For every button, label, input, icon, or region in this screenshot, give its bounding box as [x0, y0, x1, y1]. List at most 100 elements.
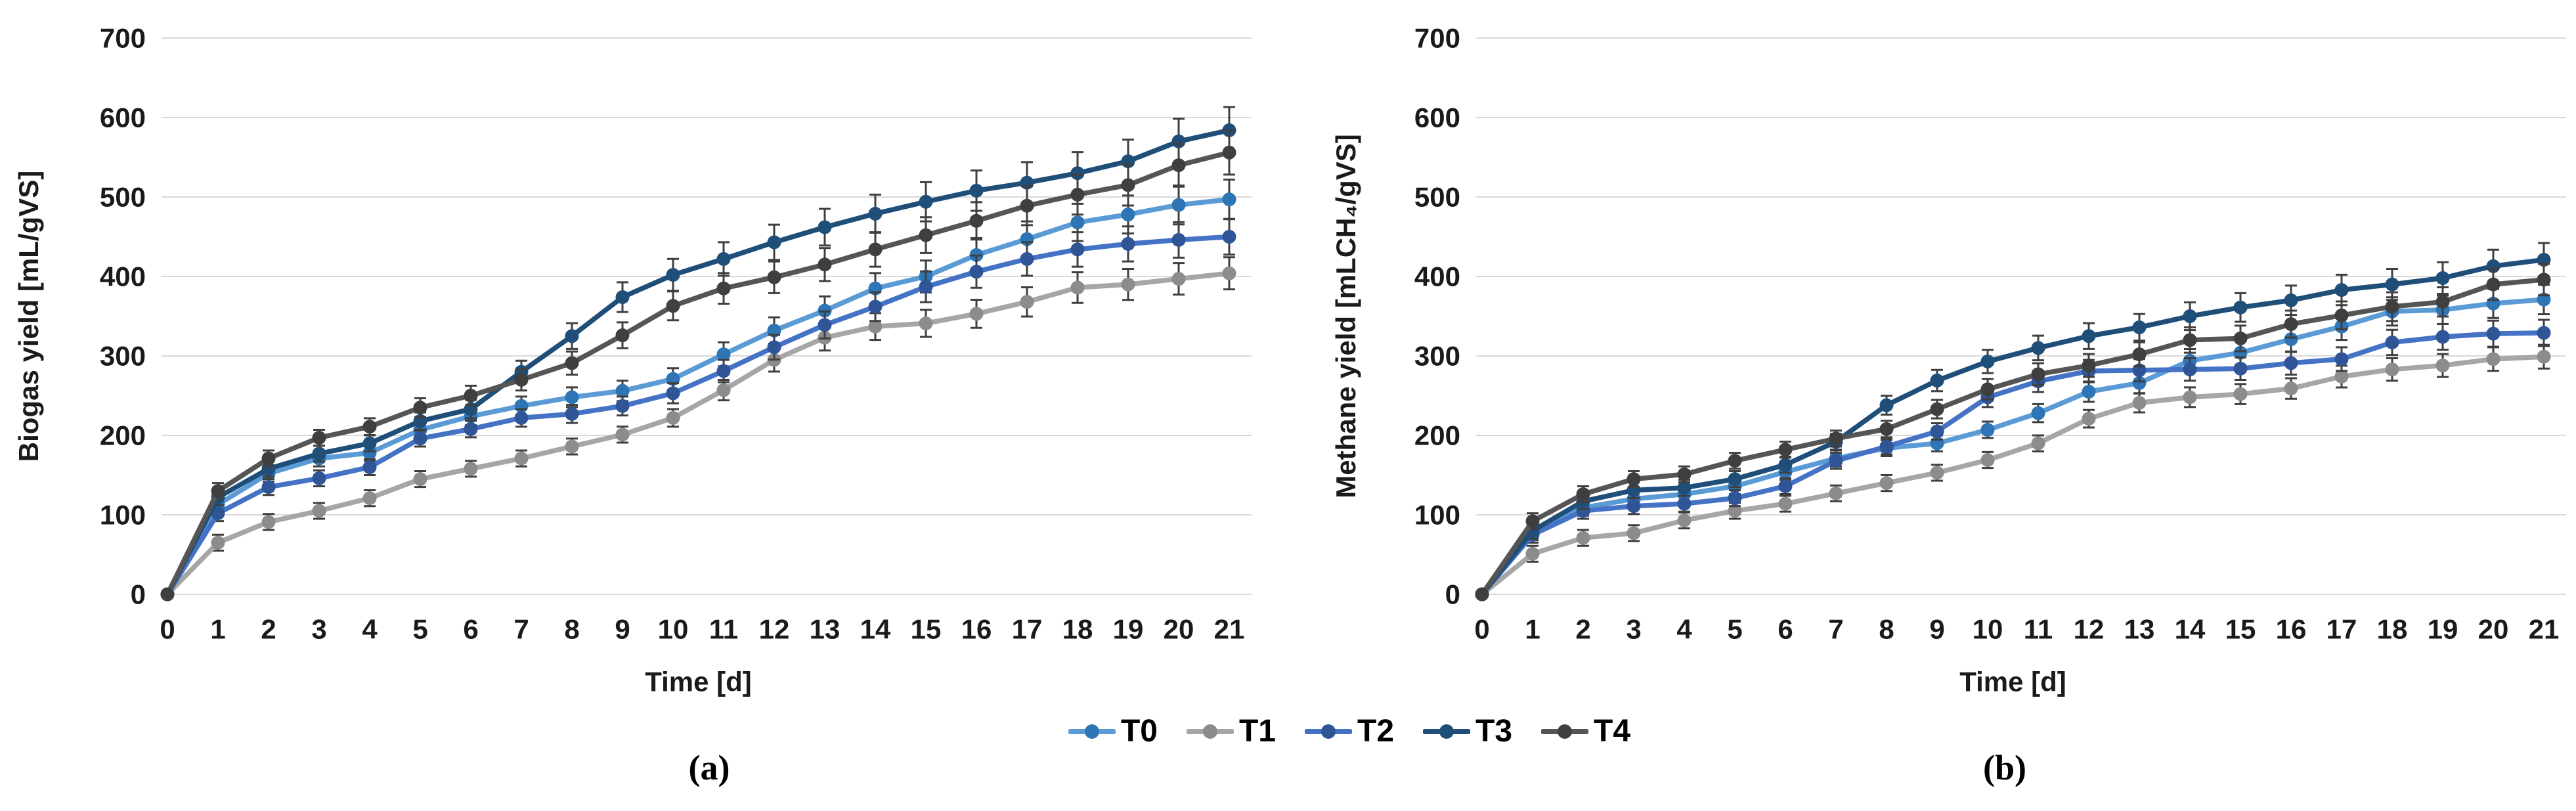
x-tick-label: 16	[2276, 614, 2307, 645]
data-point-T1	[261, 515, 276, 529]
data-point-T4	[818, 257, 832, 272]
data-point-T3	[767, 235, 781, 250]
y-tick-label: 400	[100, 261, 146, 292]
data-point-T4	[2082, 359, 2096, 373]
data-point-T2	[362, 460, 377, 474]
data-point-T1	[666, 410, 680, 425]
series-T1	[160, 256, 1236, 602]
data-point-T4	[1525, 514, 1540, 529]
data-point-T4	[2132, 347, 2147, 362]
data-point-T3	[1171, 134, 1186, 148]
data-point-T0	[1070, 215, 1085, 230]
series-line-T1	[165, 271, 1232, 597]
data-point-T4	[2284, 317, 2298, 332]
data-point-T1	[1626, 526, 1641, 540]
x-tick-label: 2	[1575, 614, 1590, 645]
data-point-T4	[1930, 402, 1944, 416]
data-point-T1	[362, 491, 377, 506]
data-point-T3	[1879, 398, 1894, 412]
data-point-T4	[969, 213, 984, 228]
data-point-T1	[1829, 486, 1843, 500]
data-point-T3	[919, 194, 933, 209]
x-axis-title: Time [d]	[645, 667, 752, 697]
data-point-T4	[2334, 308, 2349, 322]
x-tick-label: 11	[2024, 614, 2053, 645]
data-point-T0	[565, 390, 579, 405]
data-point-T2	[767, 340, 781, 355]
data-point-T2	[818, 318, 832, 332]
x-tick-label: 16	[961, 614, 992, 645]
data-point-T2	[2435, 330, 2450, 344]
x-tick-label: 6	[463, 614, 478, 645]
data-point-T2	[413, 431, 427, 446]
series-T1	[1475, 343, 2551, 602]
data-point-T1	[919, 316, 933, 330]
x-tick-label: 11	[709, 614, 738, 645]
data-point-T2	[615, 399, 630, 413]
x-tick-label: 17	[2326, 614, 2357, 645]
data-point-T3	[1728, 472, 1742, 487]
data-point-T2	[1070, 242, 1085, 257]
data-point-T1	[1525, 546, 1540, 561]
data-point-T1	[2334, 369, 2349, 384]
x-tick-label: 18	[1062, 614, 1093, 645]
series-T3	[160, 106, 1236, 602]
data-point-T2	[1020, 252, 1034, 266]
legend-marker-T1-icon	[1186, 724, 1234, 739]
data-point-T1	[1070, 280, 1085, 295]
data-point-T0	[2132, 376, 2147, 390]
data-point-T2	[716, 364, 731, 378]
data-point-T2	[1778, 479, 1793, 493]
data-point-T3	[666, 268, 680, 282]
series-line-T2	[1479, 330, 2546, 597]
data-point-T1	[2284, 382, 2298, 396]
data-point-T2	[969, 265, 984, 279]
data-point-T3	[2334, 283, 2349, 297]
x-tick-label: 9	[615, 614, 630, 645]
data-point-T0	[716, 347, 731, 362]
data-point-T1	[1677, 513, 1692, 527]
data-point-T2	[2486, 326, 2500, 341]
x-tick-label: 10	[658, 614, 689, 645]
data-point-T3	[362, 436, 377, 450]
data-point-T2	[1879, 439, 1894, 454]
y-tick-label: 500	[1414, 182, 1460, 213]
x-tick-label: 4	[362, 614, 378, 645]
data-point-T0	[2284, 332, 2298, 347]
data-point-T2	[1576, 504, 1590, 518]
data-point-T1	[565, 439, 579, 454]
data-point-T1	[1020, 295, 1034, 309]
series-T0	[1475, 284, 2551, 602]
y-tick-label: 200	[100, 420, 146, 451]
data-point-T2	[1728, 491, 1742, 506]
x-tick-label: 21	[1214, 614, 1245, 645]
data-point-T2	[2334, 352, 2349, 366]
x-tick-label: 5	[1727, 614, 1742, 645]
data-point-T3	[312, 447, 326, 461]
legend-item-T0: T0	[1068, 713, 1158, 749]
data-point-T4	[1626, 472, 1641, 487]
data-point-T1	[413, 472, 427, 487]
data-point-T1	[211, 535, 225, 550]
data-point-T1	[312, 504, 326, 518]
x-tick-label: 13	[810, 614, 840, 645]
x-tick-label: 1	[210, 614, 225, 645]
data-point-T1	[2435, 359, 2450, 373]
legend-item-T1: T1	[1186, 713, 1276, 749]
data-point-T4	[716, 281, 731, 296]
data-point-T2	[514, 410, 529, 425]
data-point-T1	[1576, 531, 1590, 545]
x-tick-label: 18	[2377, 614, 2408, 645]
y-tick-label: 0	[1445, 579, 1460, 610]
data-point-T4	[565, 356, 579, 370]
x-tick-label: 6	[1778, 614, 1793, 645]
data-point-T2	[1222, 230, 1236, 244]
data-point-T2	[2183, 362, 2197, 377]
data-point-T1	[2082, 412, 2096, 426]
data-point-T3	[1677, 481, 1692, 495]
x-tick-label: 15	[2225, 614, 2256, 645]
data-point-T2	[1121, 236, 1135, 251]
data-point-T0	[2082, 384, 2096, 399]
data-point-T1	[1930, 466, 1944, 480]
